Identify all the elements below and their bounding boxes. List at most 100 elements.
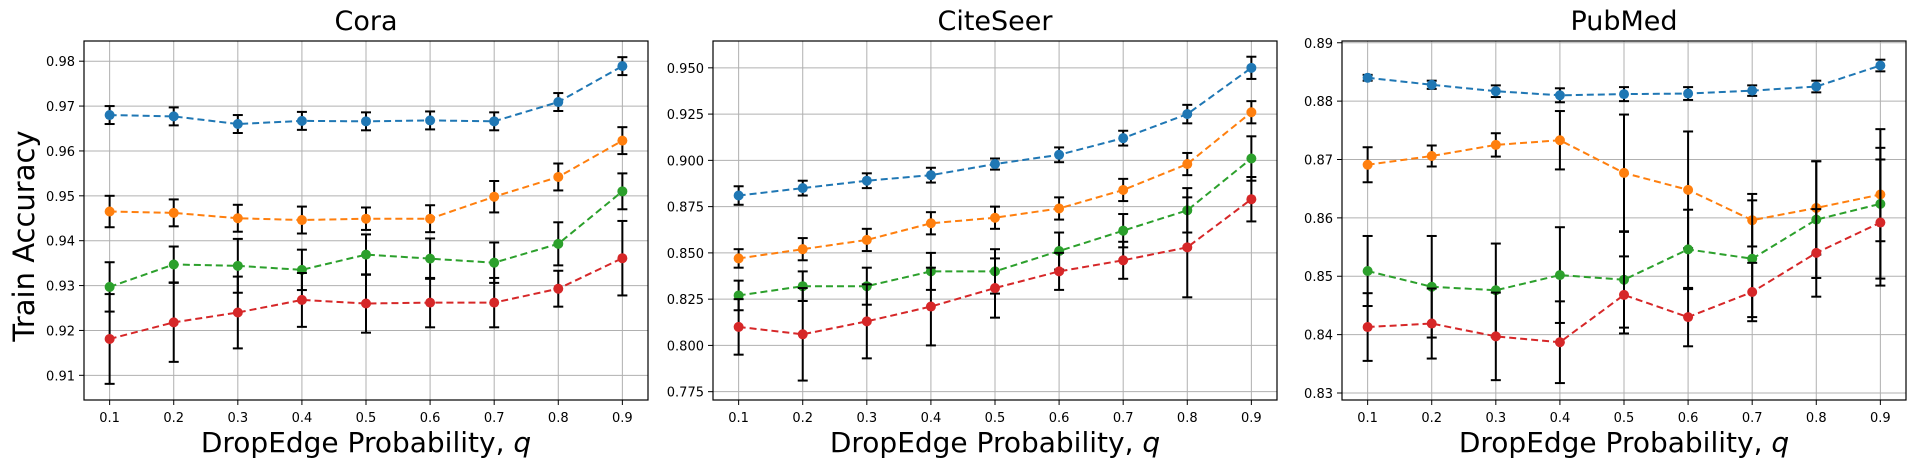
y-tick-label: 0.950 bbox=[667, 62, 704, 77]
data-point bbox=[1054, 266, 1065, 277]
y-tick-label: 0.850 bbox=[667, 247, 704, 262]
series-4 bbox=[1362, 158, 1886, 385]
x-tick-label: 0.7 bbox=[484, 411, 505, 426]
data-point bbox=[1619, 289, 1629, 300]
series-4 bbox=[104, 219, 628, 385]
x-tick-label: 0.5 bbox=[356, 411, 377, 426]
data-point bbox=[232, 307, 243, 318]
data-point bbox=[1490, 331, 1501, 342]
data-point bbox=[1426, 79, 1437, 90]
data-point bbox=[990, 283, 1000, 294]
x-tick-label: 0.8 bbox=[1177, 411, 1198, 426]
data-point bbox=[1362, 72, 1373, 83]
data-point bbox=[733, 321, 744, 332]
data-point bbox=[1490, 139, 1501, 150]
series-line bbox=[109, 190, 623, 288]
data-point bbox=[1554, 90, 1565, 101]
x-tick-label: 0.8 bbox=[548, 411, 569, 426]
y-tick-label: 0.91 bbox=[46, 369, 75, 384]
data-point bbox=[489, 257, 500, 268]
data-point bbox=[797, 244, 808, 255]
x-tick-label: 0.6 bbox=[1049, 411, 1070, 426]
data-point bbox=[104, 281, 115, 292]
x-tick-label: 0.4 bbox=[921, 411, 942, 426]
data-point bbox=[1554, 337, 1565, 348]
data-point bbox=[489, 116, 500, 127]
data-point bbox=[990, 159, 1000, 170]
data-point bbox=[425, 115, 436, 126]
panel-title: CiteSeer bbox=[937, 6, 1053, 37]
y-tick-label: 0.85 bbox=[1304, 270, 1333, 285]
y-tick-label: 0.97 bbox=[46, 100, 75, 115]
data-point bbox=[168, 111, 179, 122]
data-point bbox=[104, 110, 115, 121]
x-tick-label: 0.4 bbox=[1550, 411, 1571, 426]
data-point bbox=[617, 253, 628, 264]
data-point bbox=[617, 186, 628, 197]
data-point bbox=[361, 249, 371, 260]
data-point bbox=[1054, 149, 1065, 160]
data-point bbox=[733, 290, 744, 301]
panel-citeseer: CiteSeer 0.1 0.2 0.3 0.4 0.5 0.6 0.7 0.8 0.9 0.77… bbox=[667, 6, 1278, 459]
data-point bbox=[232, 119, 243, 130]
data-point bbox=[1182, 109, 1193, 120]
data-point bbox=[1118, 133, 1129, 144]
x-axis-label-variable: q bbox=[1142, 426, 1160, 459]
data-point bbox=[1554, 135, 1565, 146]
data-point bbox=[925, 218, 936, 229]
x-axis-label-text: DropEdge Probability, bbox=[1459, 426, 1772, 459]
data-point bbox=[425, 253, 436, 264]
series-line bbox=[109, 257, 623, 340]
y-tick-label: 0.900 bbox=[667, 154, 704, 169]
data-point bbox=[425, 213, 436, 224]
x-tick-label: 0.4 bbox=[292, 411, 313, 426]
data-point bbox=[104, 333, 115, 344]
data-point bbox=[1490, 86, 1501, 97]
axes-frame bbox=[1341, 40, 1907, 401]
y-tick-label: 0.86 bbox=[1304, 212, 1333, 227]
data-point bbox=[797, 183, 808, 194]
data-point bbox=[1683, 184, 1694, 195]
data-point bbox=[489, 297, 500, 308]
series-1 bbox=[104, 56, 628, 134]
data-point bbox=[1875, 217, 1886, 228]
data-point bbox=[1747, 85, 1758, 96]
data-point bbox=[1246, 62, 1257, 73]
data-point bbox=[553, 97, 564, 108]
x-tick-label: 0.5 bbox=[985, 411, 1006, 426]
data-point bbox=[925, 170, 936, 181]
y-tick-label: 0.89 bbox=[1304, 37, 1333, 52]
data-point bbox=[1683, 88, 1694, 99]
data-point bbox=[232, 213, 243, 224]
plot-area: 0.1 0.2 0.3 0.4 0.5 0.6 0.7 0.8 0.9 0.83 0.84 0.85 0… bbox=[1304, 37, 1907, 426]
y-tick-label: 0.875 bbox=[667, 201, 704, 216]
data-point bbox=[1619, 167, 1629, 178]
data-point bbox=[425, 297, 436, 308]
data-point bbox=[1683, 244, 1694, 255]
panel-pubmed: PubMed 0.1 0.2 0.3 0.4 0.5 0.6 0.7 0.8 0.90.830.… bbox=[1304, 6, 1907, 459]
y-tick-label: 0.825 bbox=[667, 293, 704, 308]
plot-area: 0.1 0.2 0.3 0.4 0.5 0.6 0.7 0.8 0.9 0.775 0.800 0.8… bbox=[667, 40, 1278, 426]
data-point bbox=[925, 301, 936, 312]
data-point bbox=[1054, 203, 1065, 214]
x-tick-label: 0.2 bbox=[792, 411, 813, 426]
data-point bbox=[1246, 107, 1257, 118]
panel-title: PubMed bbox=[1570, 6, 1677, 37]
x-tick-label: 0.1 bbox=[1357, 411, 1378, 426]
y-tick-label: 0.88 bbox=[1304, 95, 1333, 110]
x-tick-label: 0.2 bbox=[163, 411, 184, 426]
data-point bbox=[617, 135, 628, 146]
x-tick-label: 0.8 bbox=[1806, 411, 1827, 426]
data-point bbox=[361, 213, 371, 224]
x-tick-label: 0.9 bbox=[1241, 411, 1262, 426]
data-point bbox=[1118, 225, 1129, 236]
x-axis-label-variable: q bbox=[1771, 426, 1789, 459]
data-point bbox=[1362, 265, 1373, 276]
series-line bbox=[1367, 202, 1881, 292]
x-tick-label: 0.1 bbox=[728, 411, 749, 426]
x-axis-label: DropEdge Probability, q bbox=[1459, 426, 1789, 459]
series-2 bbox=[104, 126, 628, 235]
x-tick-label: 0.3 bbox=[227, 411, 248, 426]
data-point bbox=[1619, 89, 1629, 100]
